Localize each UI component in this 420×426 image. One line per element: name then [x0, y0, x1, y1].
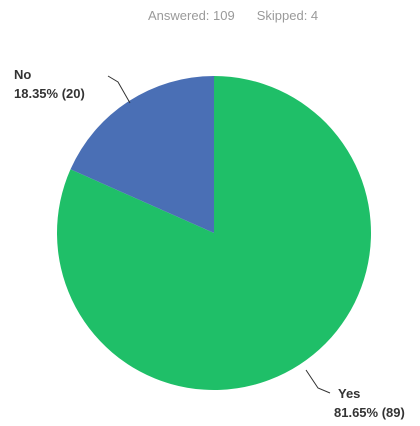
answered-count: Answered: 109 [148, 8, 235, 23]
skipped-count: Skipped: 4 [256, 8, 319, 23]
pie-slice-no [70, 76, 215, 233]
leader-line-yes [305, 369, 331, 394]
slice-label-yes-name: Yes [338, 386, 360, 401]
response-stats: Answered: 109 Skipped: 4 [148, 8, 318, 23]
pie-slice-yes [57, 76, 372, 391]
slice-label-no-value: 18.35% (20) [14, 86, 85, 101]
slice-label-yes-value: 81.65% (89) [334, 405, 405, 420]
slice-label-no-name: No [14, 67, 31, 82]
leader-line-no [107, 75, 131, 104]
pie-slices [57, 76, 372, 391]
